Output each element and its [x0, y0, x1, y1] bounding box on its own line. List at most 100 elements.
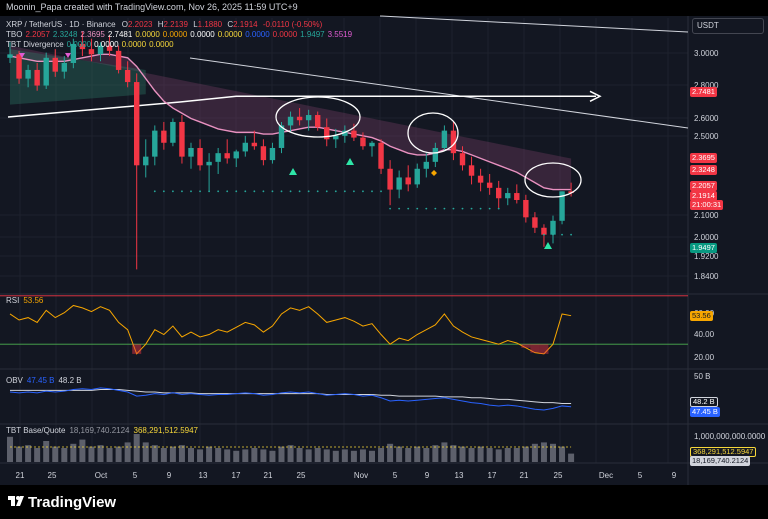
- volume-bar: [16, 446, 23, 462]
- volume-bar: [160, 448, 167, 462]
- price-tick-label: 2.8000: [694, 81, 719, 90]
- time-tick-label: 25: [554, 471, 563, 480]
- candle-body: [378, 142, 384, 169]
- volume-bar: [124, 442, 131, 462]
- support-dot: [262, 190, 265, 193]
- candle-body: [296, 116, 303, 121]
- support-dot: [443, 207, 446, 210]
- diamond-marker: [431, 170, 437, 176]
- legend-tbo-value: 0.0000: [163, 30, 188, 39]
- sell-signal-triangle: [65, 53, 71, 58]
- time-tick-label: 25: [48, 471, 57, 480]
- price-badge: 48.2 B: [690, 397, 718, 407]
- candle-body: [16, 54, 22, 79]
- time-tick-label: 21: [520, 471, 529, 480]
- time-tick-label: 21: [16, 471, 25, 480]
- price-tick-label: 3.0000: [694, 49, 719, 58]
- price-tick-label: 1.8400: [694, 272, 719, 281]
- support-dot: [543, 233, 545, 236]
- price-badge: 47.45 B: [690, 407, 720, 417]
- obv-pane: [9, 387, 572, 411]
- volume-bar: [441, 442, 448, 462]
- volume-bar: [25, 445, 32, 462]
- buy-signal-triangle: [544, 242, 552, 249]
- volume-bar: [432, 445, 439, 462]
- volume-bar: [486, 448, 493, 462]
- rsi-pane: [0, 295, 688, 355]
- price-badge: 2.3695: [690, 153, 717, 163]
- rsi-tick-label: 20.00: [694, 353, 715, 362]
- volume-bar: [79, 439, 86, 462]
- header-text: Moonin_Papa created with TradingView.com…: [6, 2, 298, 12]
- candle-body: [170, 121, 176, 143]
- legend-rsi: RSI 53.56: [6, 296, 44, 305]
- candle-body: [224, 153, 230, 159]
- volume-bar: [369, 450, 375, 462]
- price-badge: 2.1914: [690, 191, 717, 201]
- candle-body: [387, 168, 393, 190]
- support-dot: [398, 207, 401, 210]
- obv-tick-label: 50 B: [694, 372, 710, 381]
- support-dot: [181, 190, 183, 193]
- legend-tbo-value: 0.0000: [190, 30, 215, 39]
- candle-body: [459, 153, 466, 166]
- candle-body: [179, 121, 185, 157]
- candle-body: [432, 147, 439, 162]
- candle-body: [477, 175, 484, 183]
- volume-bar: [251, 448, 258, 462]
- currency-button[interactable]: USDT: [692, 18, 764, 34]
- price-badge: 18,169,740.2124: [690, 456, 751, 466]
- support-dot: [190, 190, 192, 193]
- volume-bar: [61, 448, 68, 462]
- volume-bar: [133, 434, 140, 462]
- volume-bar: [323, 449, 330, 462]
- volume-bar: [305, 449, 312, 462]
- legend-divergence-value: 0.0000: [122, 40, 147, 49]
- buy-signal-triangle: [346, 158, 354, 165]
- candle-body: [79, 43, 86, 50]
- volume-bar: [296, 448, 303, 462]
- volume-bar: [559, 446, 566, 462]
- candle-body: [7, 54, 13, 58]
- candle-body: [287, 116, 294, 126]
- candlestick-series: [7, 31, 574, 270]
- support-dot: [407, 207, 410, 210]
- time-tick-label: 9: [425, 471, 430, 480]
- candle-body: [315, 115, 321, 128]
- support-dot: [253, 190, 256, 193]
- volume-bar: [405, 448, 412, 462]
- tradingview-logo-icon: [8, 496, 24, 506]
- support-dot: [162, 190, 165, 193]
- volume-bar: [531, 443, 538, 462]
- volume-bar: [233, 450, 240, 462]
- volume-bar: [97, 445, 104, 462]
- volume-bar: [459, 446, 466, 462]
- time-tick-label: 13: [199, 471, 208, 480]
- bq-tick-label: 1,000,000,000.0000: [694, 432, 766, 441]
- candle-body: [260, 146, 267, 161]
- candle-body: [251, 142, 258, 147]
- candle-body: [468, 165, 475, 176]
- support-dot: [298, 190, 301, 193]
- legend: XRP / TetherUS · 1D · Binance O2.2023 H2…: [6, 20, 353, 435]
- legend-divergence: TBT Divergence 0.0000 0.0000 0.0000 0.0000: [6, 40, 174, 49]
- volume-bar: [468, 448, 475, 462]
- candle-body: [88, 49, 95, 55]
- price-tick-label: 2.0000: [694, 233, 719, 242]
- time-tick-label: 5: [393, 471, 398, 480]
- annotation-circle: [407, 112, 459, 154]
- support-dot: [570, 233, 572, 236]
- price-tick-label: 2.5000: [694, 132, 719, 141]
- candle-body: [342, 130, 348, 136]
- volume-bar: [88, 446, 95, 462]
- support-dot: [153, 190, 156, 193]
- support-dot: [271, 190, 274, 193]
- volume-bar: [378, 448, 385, 462]
- candle-body: [559, 191, 565, 221]
- support-dot: [488, 207, 491, 210]
- obv-ma-line: [10, 389, 572, 404]
- volume-bar: [350, 450, 357, 462]
- volume-bar: [359, 449, 366, 462]
- candle-body: [550, 220, 556, 235]
